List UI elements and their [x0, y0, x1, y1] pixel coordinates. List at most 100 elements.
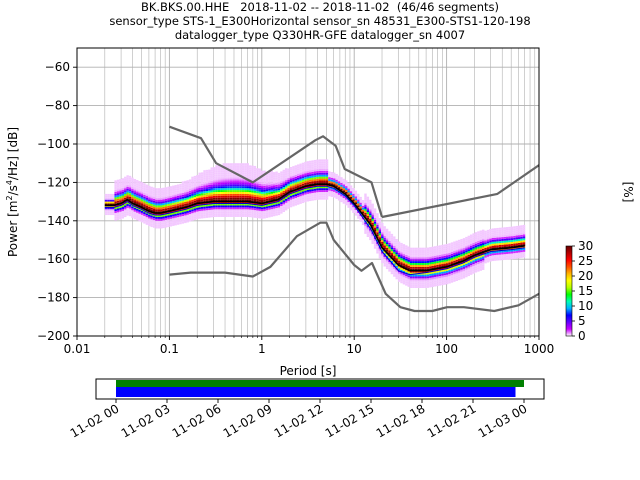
psd-density-cell	[239, 163, 242, 166]
psd-density-cell	[371, 205, 374, 208]
psd-density-cell	[414, 263, 418, 265]
psd-density-cell	[186, 195, 189, 198]
psd-density-cell	[381, 224, 384, 227]
psd-density-cell	[234, 174, 237, 177]
psd-density-cell	[287, 185, 290, 188]
psd-density-cell	[342, 178, 346, 181]
psd-density-cell	[114, 186, 117, 188]
psd-density-cell	[393, 270, 396, 273]
psd-density-cell	[251, 179, 254, 181]
psd-density-cell	[388, 246, 391, 249]
psd-density-cell	[212, 188, 216, 191]
psd-density-cell	[277, 178, 281, 181]
psd-density-cell	[318, 195, 322, 198]
psd-density-cell	[431, 256, 434, 259]
psd-density-cell	[191, 192, 194, 194]
psd-density-cell	[287, 178, 290, 181]
psd-density-cell	[337, 175, 341, 178]
psd-density-cell	[294, 178, 298, 181]
psd-density-cell	[241, 190, 245, 192]
psd-density-cell	[373, 210, 377, 213]
y-tick-label: −120	[37, 175, 70, 189]
psd-density-cell	[333, 176, 336, 179]
psd-density-cell	[491, 249, 495, 252]
plot-frame	[76, 47, 540, 337]
psd-density-cell	[263, 180, 266, 183]
psd-density-cell	[217, 167, 221, 169]
psd-density-cell	[345, 197, 348, 200]
psd-density-cell	[457, 247, 461, 250]
psd-density-cell	[172, 195, 175, 198]
psd-density-cell	[263, 189, 266, 192]
psd-density-cell	[522, 226, 526, 229]
psd-density-cell	[429, 285, 432, 288]
psd-density-cell	[224, 199, 228, 202]
psd-density-cell	[321, 176, 324, 179]
psd-density-cell	[448, 247, 451, 249]
psd-density-cell	[385, 240, 389, 243]
psd-density-cell	[164, 216, 168, 218]
psd-density-cell	[467, 254, 470, 257]
psd-density-cell	[248, 176, 252, 179]
psd-density-cell	[260, 203, 264, 206]
psd-density-cell	[477, 258, 480, 261]
psd-density-cell	[138, 202, 141, 205]
psd-density-cell	[445, 267, 449, 269]
psd-density-cell	[506, 228, 509, 231]
psd-density-cell	[119, 190, 122, 193]
psd-density-cell	[222, 195, 225, 198]
psd-density-cell	[481, 235, 485, 238]
psd-density-cell	[232, 205, 235, 208]
psd-density-cell	[513, 228, 516, 231]
psd-density-cell	[217, 172, 221, 175]
psd-density-cell	[121, 183, 125, 186]
psd-density-cell	[131, 181, 134, 184]
psd-density-cell	[515, 235, 519, 238]
psd-density-cell	[215, 215, 218, 217]
psd-density-cell	[453, 268, 456, 271]
psd-density-cell	[294, 172, 298, 175]
psd-density-cell	[217, 209, 221, 212]
psd-density-cell	[518, 248, 521, 251]
psd-density-cell	[417, 264, 420, 267]
psd-density-cell	[160, 213, 163, 216]
psd-density-cell	[114, 209, 117, 212]
psd-density-cell	[200, 180, 204, 182]
psd-density-cell	[469, 267, 473, 270]
psd-density-cell	[328, 194, 331, 197]
psd-density-cell	[217, 190, 221, 192]
psd-density-cell	[441, 267, 444, 270]
timeline-segment-bar	[116, 387, 516, 397]
psd-density-cell	[287, 203, 290, 205]
psd-density-cell	[143, 200, 146, 203]
psd-density-cell	[496, 243, 499, 246]
psd-density-cell	[364, 222, 367, 225]
psd-density-cell	[251, 194, 254, 197]
psd-density-cell	[359, 198, 362, 201]
psd-density-cell	[174, 217, 177, 220]
psd-density-cell	[172, 210, 175, 213]
series-noise-model-line	[381, 164, 539, 219]
psd-density-cell	[227, 201, 230, 204]
psd-density-cell	[481, 266, 485, 269]
psd-density-cell	[318, 197, 322, 200]
psd-density-cell	[309, 181, 312, 184]
psd-density-cell	[522, 244, 526, 247]
psd-density-cell	[400, 250, 403, 253]
psd-density-cell	[424, 284, 427, 287]
psd-density-cell	[186, 214, 189, 217]
psd-density-cell	[469, 238, 473, 241]
psd-density-cell	[265, 204, 269, 207]
psd-density-cell	[275, 213, 278, 216]
psd-density-cell	[265, 191, 269, 193]
psd-density-cell	[236, 190, 240, 192]
psd-density-cell	[455, 250, 458, 253]
psd-density-cell	[104, 193, 108, 196]
psd-density-cell	[472, 250, 475, 253]
psd-density-cell	[381, 259, 384, 262]
psd-density-cell	[501, 237, 504, 240]
psd-density-cell	[510, 236, 514, 239]
psd-density-cell	[246, 197, 249, 200]
psd-density-cell	[205, 190, 209, 193]
psd-density-cell	[217, 176, 221, 179]
